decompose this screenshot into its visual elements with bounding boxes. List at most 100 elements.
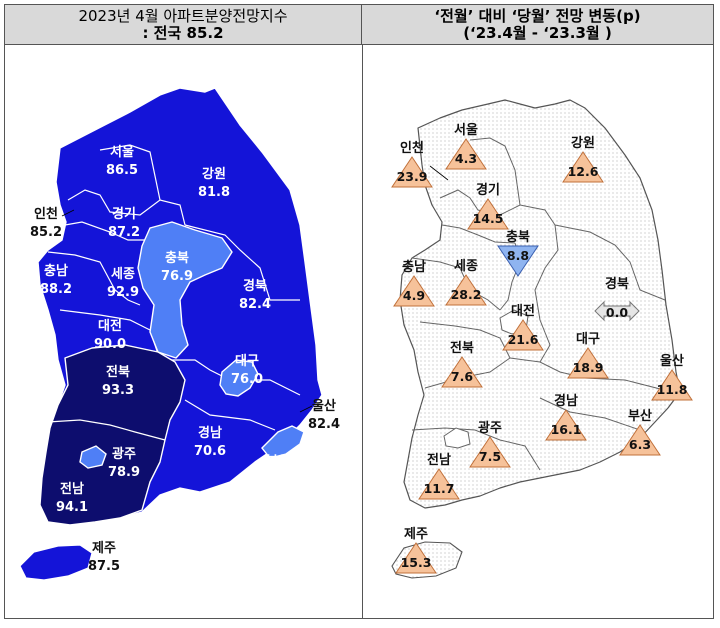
change-region-name: 제주: [404, 527, 428, 542]
national-value: 85.2: [186, 24, 224, 42]
no-change-arrow-icon: [594, 300, 640, 322]
change-region-value: 23.9: [397, 169, 428, 184]
outlook-region-name: 세종: [111, 267, 135, 282]
change-region-value: 15.3: [401, 555, 432, 570]
right-panel-header: ‘전월’ 대비 ‘당월’ 전망 변동(p) (‘23.4월 - ‘23.3월 ): [362, 5, 713, 45]
change-region-value: 8.8: [507, 248, 529, 263]
change-region-name: 충남: [402, 259, 426, 275]
increase-triangle-icon: [567, 347, 609, 379]
increase-triangle-icon: [619, 424, 661, 456]
change-region-value: 7.6: [451, 369, 473, 384]
increase-triangle-icon: [469, 436, 511, 468]
left-panel-subtitle: : 전국 85.2: [5, 25, 361, 42]
right-panel-subtitle: (‘23.4월 - ‘23.3월 ): [463, 24, 612, 42]
outlook-region-name: 광주: [112, 447, 136, 462]
change-region-name: 대구: [576, 332, 600, 347]
change-region-name: 대전: [511, 303, 535, 319]
change-region-value: 7.5: [479, 449, 501, 464]
left-jeolla-region: [39, 344, 186, 526]
increase-triangle-icon: [651, 369, 693, 401]
change-region-value: 14.5: [473, 211, 504, 226]
right-incheon-leader: [429, 165, 449, 181]
increase-triangle-icon: [445, 138, 487, 170]
outlook-region-value: 92.9: [107, 285, 139, 300]
left-jeonbuk-border: [47, 419, 166, 441]
change-region-name: 전남: [427, 452, 451, 468]
outlook-region-value: 82.4: [239, 297, 271, 312]
outlook-region-name: 서울: [110, 144, 134, 160]
change-region-name: 인천: [400, 140, 424, 156]
increase-triangle-icon: [467, 198, 509, 230]
outlook-region-name: 대구: [235, 354, 259, 369]
change-region-value: 4.3: [455, 151, 477, 166]
outlook-region-value: 76.9: [161, 269, 193, 284]
outlook-region-value: 85.2: [30, 225, 62, 240]
change-region-value: 12.6: [568, 164, 599, 179]
decrease-triangle-icon: [497, 245, 539, 277]
outlook-region-value: 88.2: [40, 282, 72, 297]
figure-frame: 2023년 4월 아파트분양전망지수 : 전국 85.2 ‘전월’ 대비 ‘당월…: [4, 4, 714, 619]
left-daegu-region: [219, 359, 259, 397]
outlook-region-value: 93.3: [102, 383, 134, 398]
increase-triangle-icon: [502, 319, 544, 351]
left-jeju-region: [19, 544, 93, 581]
left-incheon-leader: [61, 209, 75, 217]
change-region-value: 28.2: [451, 287, 482, 302]
outlook-region-value: 87.2: [108, 225, 140, 240]
increase-triangle-icon: [391, 156, 433, 188]
outlook-region-name: 경기: [112, 206, 136, 222]
increase-triangle-icon: [418, 468, 460, 500]
outlook-region-value: 78.9: [108, 465, 140, 480]
left-map: [19, 87, 323, 581]
change-region-value: 18.9: [573, 360, 604, 375]
right-map-labels: 인천 23.9 서울 4.3 강원 12.6 경기 14.5충북 8.8 충남 4.9 세종 28.2 경…: [391, 122, 693, 574]
left-busan-region: [261, 425, 305, 459]
left-gwangju-region: [79, 445, 107, 469]
outlook-region-name: 경북: [243, 278, 267, 294]
change-region-name: 서울: [454, 122, 478, 138]
outlook-region-name: 대전: [98, 318, 122, 334]
outlook-region-value: 86.5: [106, 163, 138, 178]
right-panel-title: ‘전월’ 대비 ‘당월’ 전망 변동(p): [434, 7, 641, 25]
change-region-value: 11.7: [424, 481, 455, 496]
change-region-name: 전북: [450, 340, 474, 356]
outlook-region-value: 76.0: [231, 372, 263, 387]
left-panel-header: 2023년 4월 아파트분양전망지수 : 전국 85.2: [5, 5, 362, 45]
outlook-region-name: 전남: [60, 481, 84, 497]
right-gwangju-outline: [443, 427, 471, 449]
increase-triangle-icon: [393, 275, 435, 307]
outlook-region-name: 전북: [106, 364, 130, 380]
change-region-name: 경북: [605, 276, 629, 292]
change-region-name: 울산: [660, 353, 684, 369]
change-region-name: 광주: [478, 421, 502, 436]
change-region-name: 강원: [571, 135, 595, 151]
panel-divider: [362, 45, 363, 618]
change-region-name: 경남: [554, 393, 578, 409]
outlook-region-name: 인천: [34, 206, 58, 222]
outlook-region-value: 87.5: [88, 559, 120, 574]
change-region-name: 충북: [506, 229, 530, 245]
increase-triangle-icon: [395, 542, 437, 574]
increase-triangle-icon: [445, 274, 487, 306]
outlook-region-name: 제주: [92, 541, 116, 556]
left-ulsan-leader: [299, 405, 313, 413]
change-region-value: 4.9: [403, 288, 425, 303]
outlook-region-value: 90.0: [94, 337, 126, 352]
outlook-region-name: 부산: [266, 453, 290, 469]
increase-triangle-icon: [441, 356, 483, 388]
left-map-labels: 서울 86.5 인천 85.2 경기 87.2 강원 81.8 충북 76.9 충남 88.2 세종 92…: [30, 144, 340, 574]
change-region-value: 11.8: [657, 382, 688, 397]
change-region-value: 21.6: [508, 332, 539, 347]
left-chungbuk-region: [137, 221, 233, 359]
outlook-region-name: 경남: [198, 425, 222, 441]
outlook-region-name: 강원: [202, 166, 226, 182]
change-region-name: 부산: [628, 408, 652, 424]
right-mainland-shape: [399, 99, 681, 509]
outlook-region-value: 78.3: [262, 472, 294, 487]
change-region-name: 경기: [476, 182, 500, 198]
outlook-region-name: 충북: [165, 250, 189, 266]
change-region-value: 16.1: [551, 422, 582, 437]
increase-triangle-icon: [545, 409, 587, 441]
national-label: : 전국: [142, 24, 182, 42]
